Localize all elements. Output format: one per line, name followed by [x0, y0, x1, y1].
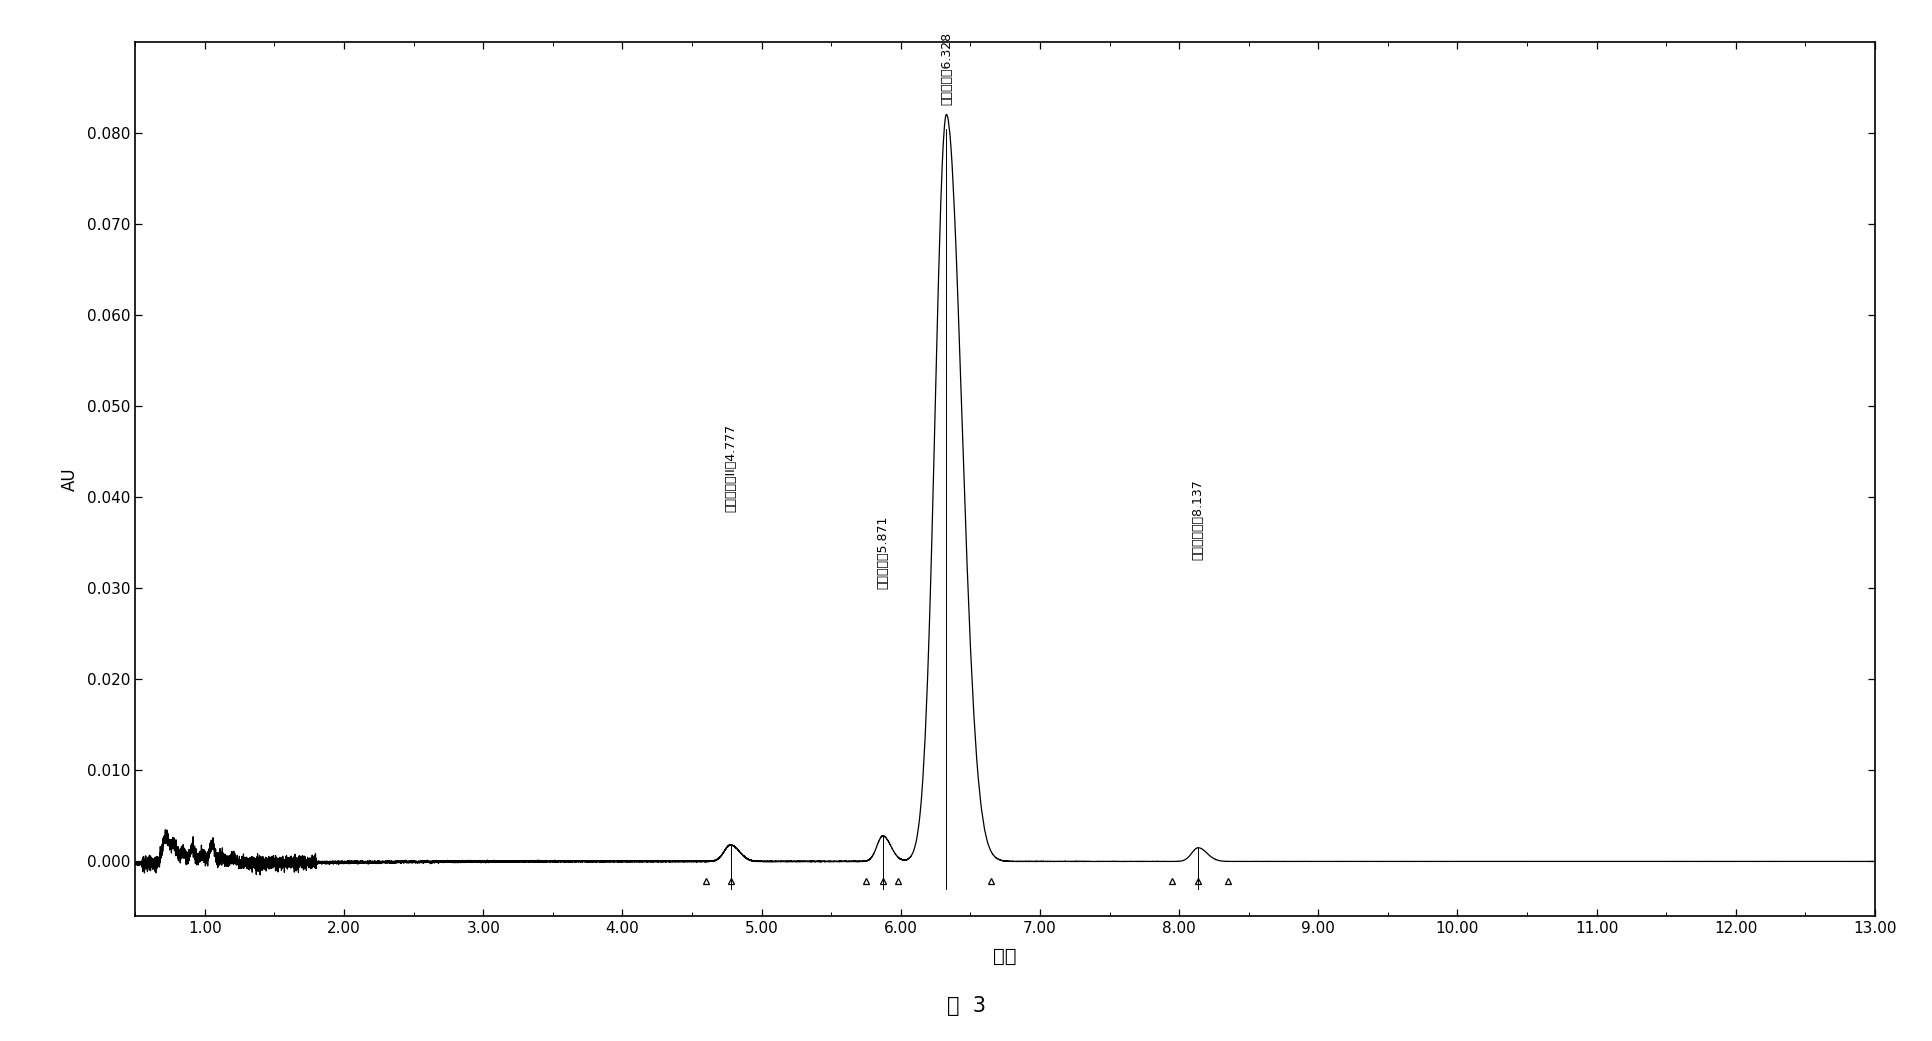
X-axis label: 分钟: 分钟	[993, 947, 1016, 966]
Text: 丙基类似物－8.137: 丙基类似物－8.137	[1192, 479, 1204, 560]
Text: 图  3: 图 3	[947, 996, 985, 1016]
Text: 他克莫司－6.328: 他克莫司－6.328	[939, 32, 952, 105]
Y-axis label: AU: AU	[60, 467, 79, 490]
Text: 互变异构体II－4.777: 互变异构体II－4.777	[724, 425, 736, 512]
Text: 子囊霉素－5.871: 子囊霉素－5.871	[875, 515, 889, 588]
